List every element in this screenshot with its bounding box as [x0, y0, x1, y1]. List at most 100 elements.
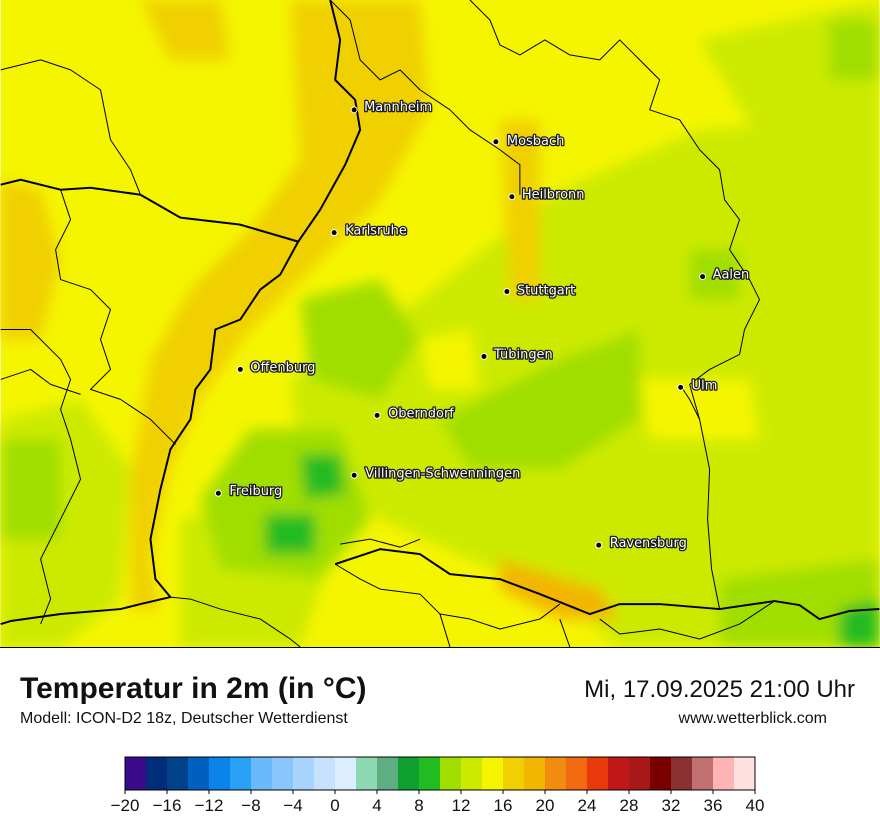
legend-swatches	[125, 757, 756, 790]
region-border	[599, 600, 775, 640]
legend-label: 36	[704, 796, 723, 815]
region-border	[439, 613, 451, 647]
region-border	[340, 538, 421, 548]
legend-swatch	[461, 757, 483, 790]
legend-swatch	[398, 757, 420, 790]
city-mannheim: Mannheim	[350, 99, 433, 116]
city-marker	[699, 273, 707, 281]
city-label: Aalen	[713, 268, 750, 283]
legend-swatch	[293, 757, 315, 790]
city-villingen-schwenningen: Villingen-Schwenningen	[350, 465, 522, 483]
legend-swatch	[419, 757, 441, 790]
city-label: Stuttgart	[517, 284, 575, 299]
legend-swatch	[251, 757, 273, 790]
region-border	[0, 368, 81, 395]
legend-swatch	[566, 757, 588, 790]
legend-swatch	[734, 757, 756, 790]
legend-label: 32	[662, 796, 681, 815]
state-border	[334, 548, 880, 621]
city-label: Ulm	[692, 378, 718, 393]
city-label: Oberndorf	[388, 406, 454, 421]
legend-swatch	[503, 757, 525, 790]
borders	[0, 0, 880, 647]
city-marker	[503, 288, 511, 296]
city-marker	[236, 365, 244, 373]
city-marker	[373, 411, 381, 419]
city-label: Ravensburg	[610, 536, 687, 551]
legend-label: 28	[620, 796, 639, 815]
legend-label: −16	[153, 796, 182, 815]
city-marker	[480, 352, 488, 360]
legend-label: 24	[578, 796, 597, 815]
city-heilbronn: Heilbronn	[508, 186, 586, 204]
city-marker	[492, 138, 500, 146]
region-border	[0, 59, 141, 195]
legend-swatch	[230, 757, 252, 790]
city-label: Freiburg	[229, 484, 282, 499]
city-marker	[214, 489, 222, 497]
legend-swatch	[146, 757, 168, 790]
legend-label: 16	[494, 796, 513, 815]
legend-swatch	[692, 757, 714, 790]
region-border	[329, 0, 521, 195]
region-border	[170, 596, 301, 647]
legend-swatch	[167, 757, 189, 790]
region-border	[55, 189, 176, 445]
legend-swatch	[587, 757, 609, 790]
legend-swatch	[713, 757, 735, 790]
city-marker	[595, 541, 603, 549]
legend-swatch	[125, 757, 147, 790]
city-karlsruhe: Karlsruhe	[330, 222, 408, 240]
city-label: Mosbach	[507, 134, 564, 149]
legend-label: −8	[241, 796, 260, 815]
region-border	[559, 618, 571, 647]
city-tuebingen: Tübingen	[480, 346, 554, 364]
city-label: Karlsruhe	[345, 224, 407, 239]
city-stuttgart: Stuttgart	[503, 282, 576, 300]
model-info: Modell: ICON-D2 18z, Deutscher Wetterdie…	[20, 710, 348, 727]
city-offenburg: Offenburg	[236, 359, 317, 377]
legend-swatch	[356, 757, 378, 790]
legend-frame	[124, 756, 756, 791]
city-ravensburg: Ravensburg	[595, 535, 688, 552]
legend-label: −12	[195, 796, 224, 815]
legend-swatch	[524, 757, 546, 790]
city-aalen: Aalen	[699, 266, 751, 284]
legend-swatch	[650, 757, 672, 790]
city-label: Tübingen	[493, 347, 553, 362]
state-border	[297, 0, 362, 243]
city-marker	[508, 193, 516, 201]
legend-swatch	[209, 757, 231, 790]
city-label: Mannheim	[364, 100, 432, 115]
legend-swatch	[335, 757, 357, 790]
color-legend: −20 −16 −12 −8 −4 0 4 8 12 16 20 24 28 32 36 40	[111, 756, 765, 815]
legend-label: 4	[372, 796, 381, 815]
city-ulm: Ulm	[677, 377, 719, 395]
legend-swatch	[608, 757, 630, 790]
region-border	[0, 328, 82, 625]
city-mosbach: Mosbach	[492, 132, 566, 150]
legend-swatch	[482, 757, 504, 790]
legend-labels: −20 −16 −12 −8 −4 0 4 8 12 16 20 24 28 32 36 40	[111, 790, 765, 815]
legend-label: 8	[414, 796, 423, 815]
legend-swatch	[629, 757, 651, 790]
legend-swatch	[272, 757, 294, 790]
legend-swatch	[314, 757, 336, 790]
city-marker	[677, 383, 685, 391]
region-border	[469, 0, 761, 610]
forecast-datetime: Mi, 17.09.2025 21:00 Uhr	[584, 676, 855, 703]
map-title: Temperatur in 2m (in °C)	[20, 672, 367, 705]
website-link[interactable]: www.wetterblick.com	[678, 710, 827, 727]
city-oberndorf: Oberndorf	[373, 405, 456, 423]
city-label: Villingen-Schwenningen	[365, 466, 520, 481]
legend-label: −20	[111, 796, 140, 815]
legend-label: 40	[746, 796, 765, 815]
city-label: Offenburg	[250, 360, 315, 375]
legend-label: 0	[330, 796, 339, 815]
legend-swatch	[377, 757, 399, 790]
legend-swatch	[188, 757, 210, 790]
city-marker	[350, 471, 358, 479]
city-marker	[330, 229, 338, 237]
legend-label: 20	[536, 796, 555, 815]
legend-swatch	[671, 757, 693, 790]
